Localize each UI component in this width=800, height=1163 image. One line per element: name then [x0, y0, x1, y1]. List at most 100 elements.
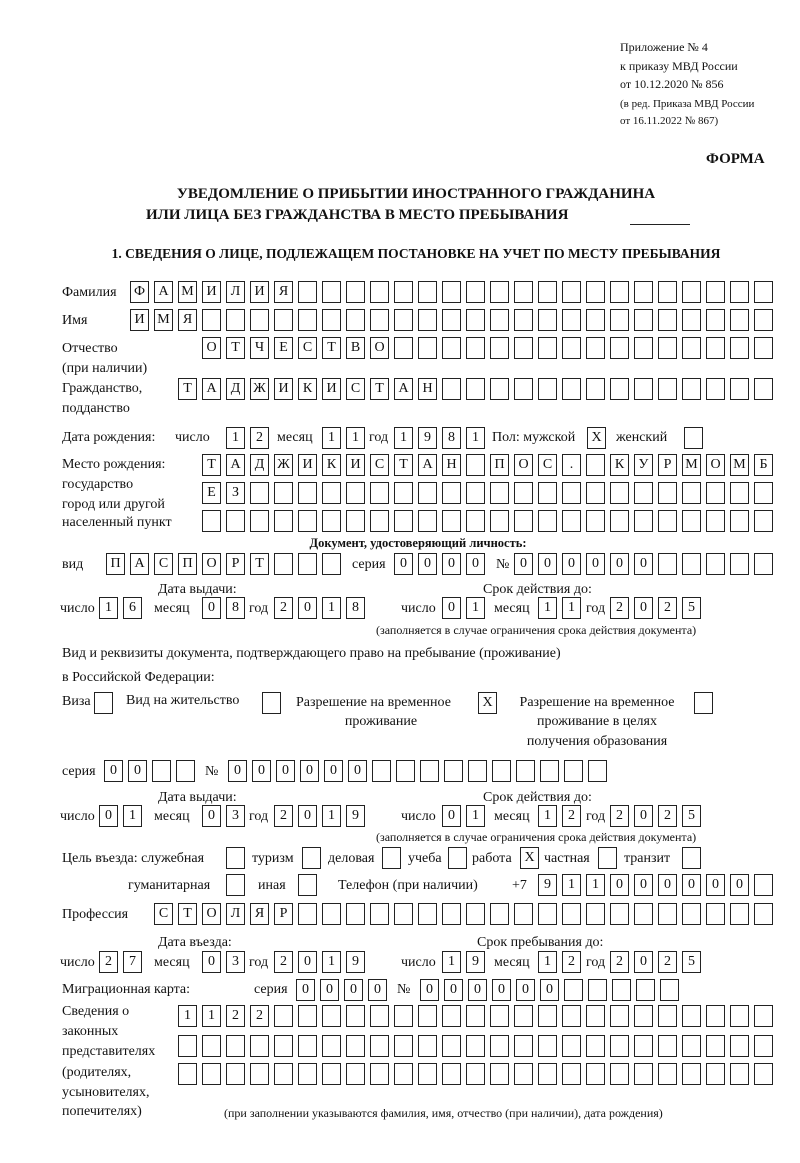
- birthplace-line1-cell[interactable]: Т: [202, 454, 221, 476]
- stay-series-cell[interactable]: [176, 760, 195, 782]
- stay-number-cell[interactable]: 0: [348, 760, 367, 782]
- guardians-line1-cell[interactable]: [394, 1005, 413, 1027]
- guardians-line1-cell[interactable]: [562, 1005, 581, 1027]
- patronymic-cell[interactable]: [730, 337, 749, 359]
- profession-cell[interactable]: [514, 903, 533, 925]
- birthplace-line2-cell[interactable]: [610, 482, 629, 504]
- guardians-line2-cell[interactable]: [226, 1035, 245, 1057]
- stay-valid-year-cell[interactable]: 2: [658, 805, 677, 827]
- profession-cell[interactable]: [490, 903, 509, 925]
- birthplace-line1-cell[interactable]: Б: [754, 454, 773, 476]
- citizenship-cell[interactable]: [586, 378, 605, 400]
- guardians-line2-cell[interactable]: [754, 1035, 773, 1057]
- guardians-line2-cell[interactable]: [298, 1035, 317, 1057]
- patronymic-cell[interactable]: [394, 337, 413, 359]
- birthplace-line2-cell[interactable]: З: [226, 482, 245, 504]
- guardians-line1-cell[interactable]: [658, 1005, 677, 1027]
- id-series-cell[interactable]: 0: [442, 553, 461, 575]
- patronymic-cell[interactable]: Т: [322, 337, 341, 359]
- guardians-line2-cell[interactable]: [442, 1035, 461, 1057]
- stay-number-cell[interactable]: 0: [300, 760, 319, 782]
- birth-day-cell[interactable]: 2: [250, 427, 269, 449]
- citizenship-cell[interactable]: [466, 378, 485, 400]
- patronymic-cell[interactable]: О: [370, 337, 389, 359]
- patronymic-cell[interactable]: [586, 337, 605, 359]
- id-kind-cell[interactable]: С: [154, 553, 173, 575]
- guardians-line1-cell[interactable]: [274, 1005, 293, 1027]
- birth-month-cell[interactable]: 1: [346, 427, 365, 449]
- guardians-line3-cell[interactable]: [682, 1063, 701, 1085]
- patronymic-cell[interactable]: В: [346, 337, 365, 359]
- citizenship-cell[interactable]: Т: [370, 378, 389, 400]
- guardians-line1-cell[interactable]: [370, 1005, 389, 1027]
- entry-year-cell[interactable]: 1: [322, 951, 341, 973]
- stay-month-cell[interactable]: 1: [538, 951, 557, 973]
- guardians-line1-cell[interactable]: [442, 1005, 461, 1027]
- mc-number-cell[interactable]: 0: [492, 979, 511, 1001]
- name-cell[interactable]: [538, 309, 557, 331]
- birthplace-line1-cell[interactable]: .: [562, 454, 581, 476]
- id-valid-day-cell[interactable]: 1: [466, 597, 485, 619]
- profession-cell[interactable]: О: [202, 903, 221, 925]
- phone-cell[interactable]: 0: [730, 874, 749, 896]
- birthplace-line1-cell[interactable]: Р: [658, 454, 677, 476]
- name-cell[interactable]: М: [154, 309, 173, 331]
- patronymic-cell[interactable]: [490, 337, 509, 359]
- stay-number-cell[interactable]: [468, 760, 487, 782]
- guardians-line1-cell[interactable]: 1: [202, 1005, 221, 1027]
- stay-issue-day-cell[interactable]: 1: [123, 805, 142, 827]
- surname-cell[interactable]: [658, 281, 677, 303]
- patronymic-cell[interactable]: [466, 337, 485, 359]
- id-kind-cell[interactable]: П: [178, 553, 197, 575]
- birthplace-line2-cell[interactable]: [466, 482, 485, 504]
- mc-number-cell[interactable]: [564, 979, 583, 1001]
- guardians-line3-cell[interactable]: [586, 1063, 605, 1085]
- stay-valid-year-cell[interactable]: 2: [610, 805, 629, 827]
- phone-cell[interactable]: 0: [610, 874, 629, 896]
- name-cell[interactable]: [490, 309, 509, 331]
- patronymic-cell[interactable]: [658, 337, 677, 359]
- entry-day-cell[interactable]: 7: [123, 951, 142, 973]
- birth-year-cell[interactable]: 9: [418, 427, 437, 449]
- citizenship-cell[interactable]: Н: [418, 378, 437, 400]
- profession-cell[interactable]: [634, 903, 653, 925]
- name-cell[interactable]: [274, 309, 293, 331]
- patronymic-cell[interactable]: [442, 337, 461, 359]
- name-cell[interactable]: [442, 309, 461, 331]
- birthplace-line3-cell[interactable]: [610, 510, 629, 532]
- birthplace-line2-cell[interactable]: [562, 482, 581, 504]
- birthplace-line1-cell[interactable]: О: [706, 454, 725, 476]
- profession-cell[interactable]: [298, 903, 317, 925]
- guardians-line2-cell[interactable]: [322, 1035, 341, 1057]
- stay-valid-month-cell[interactable]: 1: [538, 805, 557, 827]
- birthplace-line3-cell[interactable]: [274, 510, 293, 532]
- guardians-line1-cell[interactable]: [730, 1005, 749, 1027]
- stay-number-cell[interactable]: [372, 760, 391, 782]
- entry-month-cell[interactable]: 3: [226, 951, 245, 973]
- guardians-line3-cell[interactable]: [370, 1063, 389, 1085]
- id-issue-day-cell[interactable]: 6: [123, 597, 142, 619]
- name-cell[interactable]: [634, 309, 653, 331]
- name-cell[interactable]: [610, 309, 629, 331]
- stay-number-cell[interactable]: [588, 760, 607, 782]
- guardians-line2-cell[interactable]: [610, 1035, 629, 1057]
- phone-cell[interactable]: 1: [586, 874, 605, 896]
- mc-number-cell[interactable]: [636, 979, 655, 1001]
- id-series-cell[interactable]: 0: [418, 553, 437, 575]
- id-issue-day-cell[interactable]: 1: [99, 597, 118, 619]
- citizenship-cell[interactable]: И: [322, 378, 341, 400]
- profession-cell[interactable]: [466, 903, 485, 925]
- birthplace-line1-cell[interactable]: У: [634, 454, 653, 476]
- profession-cell[interactable]: [682, 903, 701, 925]
- guardians-line3-cell[interactable]: [706, 1063, 725, 1085]
- name-cell[interactable]: [658, 309, 677, 331]
- patronymic-cell[interactable]: О: [202, 337, 221, 359]
- birthplace-line3-cell[interactable]: [442, 510, 461, 532]
- guardians-line3-cell[interactable]: [250, 1063, 269, 1085]
- surname-cell[interactable]: И: [250, 281, 269, 303]
- birthplace-line3-cell[interactable]: [466, 510, 485, 532]
- profession-cell[interactable]: [610, 903, 629, 925]
- stay-series-cell[interactable]: [152, 760, 171, 782]
- id-issue-month-cell[interactable]: 8: [226, 597, 245, 619]
- birthplace-line1-cell[interactable]: Ж: [274, 454, 293, 476]
